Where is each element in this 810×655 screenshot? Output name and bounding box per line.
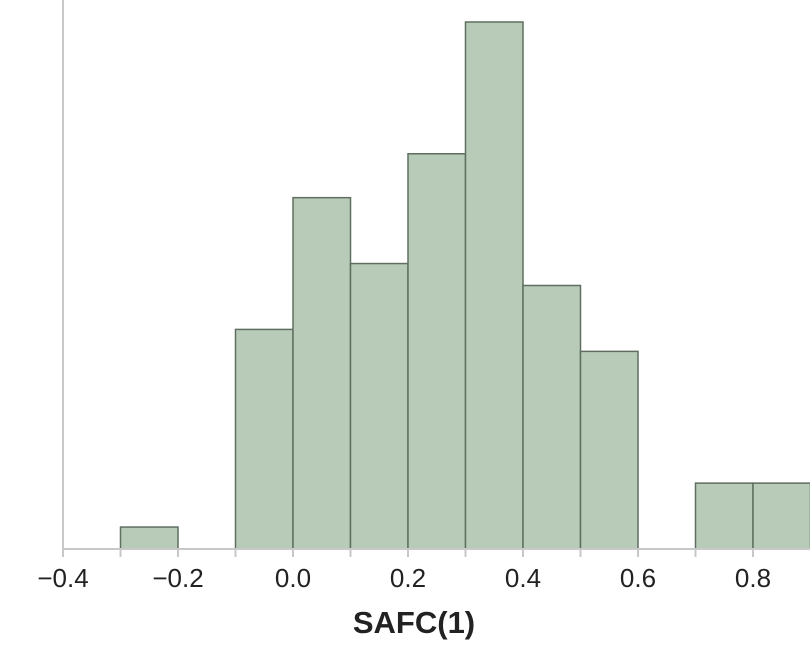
- x-tick-label: 0.0: [275, 563, 311, 593]
- histogram-bar: [752, 482, 810, 550]
- x-tick-label: 0.8: [735, 563, 771, 593]
- x-tick-label: 0.4: [505, 563, 541, 593]
- x-tick-label: −0.4: [37, 563, 88, 593]
- histogram-bar: [234, 328, 294, 550]
- histogram-bar: [464, 21, 524, 550]
- histogram-bar: [292, 196, 352, 550]
- bars-group: [119, 21, 810, 550]
- histogram-bar: [579, 350, 639, 550]
- histogram-bar: [694, 482, 754, 550]
- x-tick-label: 0.6: [620, 563, 656, 593]
- x-tick-label: 0.2: [390, 563, 426, 593]
- histogram-bar: [522, 284, 582, 550]
- x-tick-label: −0.2: [152, 563, 203, 593]
- x-axis-title: SAFC(1): [353, 605, 475, 640]
- histogram-bar: [407, 153, 467, 550]
- histogram-bar: [349, 262, 409, 550]
- x-ticks-group: −0.4 −0.2 0.0 0.2 0.4 0.6 0.8: [37, 549, 771, 593]
- histogram-bar: [119, 526, 179, 550]
